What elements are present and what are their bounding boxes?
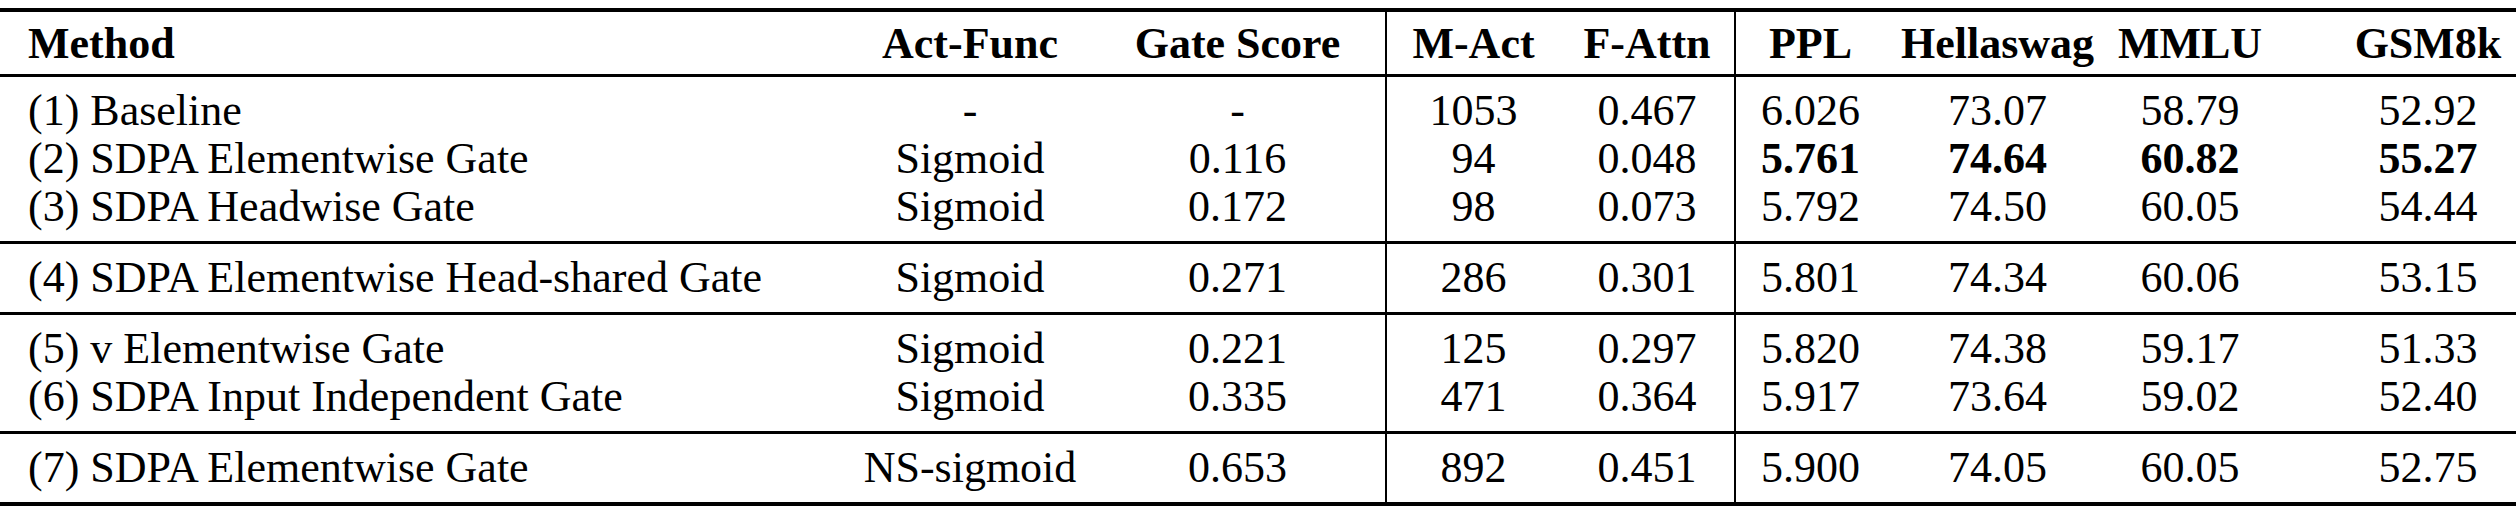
- cell-ppl: 5.761: [1735, 135, 1885, 183]
- cell-mmlu: 60.06: [2110, 243, 2270, 314]
- cell-hellaswag: 74.64: [1885, 135, 2110, 183]
- cell-gate-score: 0.271: [1090, 243, 1386, 314]
- cell-ppl: 6.026: [1735, 76, 1885, 136]
- cell-mmlu: 60.05: [2110, 433, 2270, 505]
- cell-ppl: 5.792: [1735, 183, 1885, 243]
- table-row: (2) SDPA Elementwise GateSigmoid0.116940…: [0, 135, 2516, 183]
- cell-act-func: -: [850, 76, 1090, 136]
- header-row: MethodAct-FuncGate ScoreM-ActF-AttnPPLHe…: [0, 10, 2516, 76]
- header-cell-act-func: Act-Func: [850, 10, 1090, 76]
- cell-f-attn: 0.073: [1560, 183, 1735, 243]
- header-cell-hellaswag: Hellaswag: [1885, 10, 2110, 76]
- cell-hellaswag: 73.64: [1885, 373, 2110, 433]
- cell-gate-score: 0.172: [1090, 183, 1386, 243]
- header-cell-mmlu: MMLU: [2110, 10, 2270, 76]
- header-cell-ppl: PPL: [1735, 10, 1885, 76]
- cell-f-attn: 0.467: [1560, 76, 1735, 136]
- cell-m-act: 892: [1386, 433, 1560, 505]
- cell-mmlu: 60.05: [2110, 183, 2270, 243]
- cell-hellaswag: 73.07: [1885, 76, 2110, 136]
- table-row: (6) SDPA Input Independent GateSigmoid0.…: [0, 373, 2516, 433]
- cell-gate-score: 0.116: [1090, 135, 1386, 183]
- table-row: (7) SDPA Elementwise GateNS-sigmoid0.653…: [0, 433, 2516, 505]
- cell-method: (3) SDPA Headwise Gate: [0, 183, 850, 243]
- table-body: (1) Baseline--10530.4676.02673.0758.7952…: [0, 76, 2516, 505]
- cell-gsm8k: 53.15: [2270, 243, 2516, 314]
- table-row: (5) v Elementwise GateSigmoid0.2211250.2…: [0, 314, 2516, 374]
- cell-f-attn: 0.048: [1560, 135, 1735, 183]
- cell-method: (7) SDPA Elementwise Gate: [0, 433, 850, 505]
- cell-m-act: 94: [1386, 135, 1560, 183]
- cell-mmlu: 59.02: [2110, 373, 2270, 433]
- cell-gsm8k: 55.27: [2270, 135, 2516, 183]
- cell-m-act: 1053: [1386, 76, 1560, 136]
- cell-gsm8k: 52.75: [2270, 433, 2516, 505]
- table-row: (4) SDPA Elementwise Head-shared GateSig…: [0, 243, 2516, 314]
- cell-gsm8k: 54.44: [2270, 183, 2516, 243]
- cell-hellaswag: 74.50: [1885, 183, 2110, 243]
- cell-m-act: 98: [1386, 183, 1560, 243]
- header-cell-f-attn: F-Attn: [1560, 10, 1735, 76]
- cell-f-attn: 0.451: [1560, 433, 1735, 505]
- header-cell-method: Method: [0, 10, 850, 76]
- header-cell-gsm8k: GSM8k: [2270, 10, 2516, 76]
- cell-f-attn: 0.297: [1560, 314, 1735, 374]
- results-table: MethodAct-FuncGate ScoreM-ActF-AttnPPLHe…: [0, 8, 2516, 506]
- cell-gate-score: 0.653: [1090, 433, 1386, 505]
- header-cell-gate-score: Gate Score: [1090, 10, 1386, 76]
- cell-act-func: Sigmoid: [850, 135, 1090, 183]
- cell-ppl: 5.917: [1735, 373, 1885, 433]
- paper-table-page: MethodAct-FuncGate ScoreM-ActF-AttnPPLHe…: [0, 0, 2516, 508]
- cell-m-act: 471: [1386, 373, 1560, 433]
- cell-act-func: Sigmoid: [850, 183, 1090, 243]
- cell-hellaswag: 74.05: [1885, 433, 2110, 505]
- cell-gsm8k: 52.92: [2270, 76, 2516, 136]
- cell-mmlu: 60.82: [2110, 135, 2270, 183]
- cell-method: (1) Baseline: [0, 76, 850, 136]
- cell-gsm8k: 52.40: [2270, 373, 2516, 433]
- cell-gate-score: -: [1090, 76, 1386, 136]
- header-cell-m-act: M-Act: [1386, 10, 1560, 76]
- cell-act-func: Sigmoid: [850, 373, 1090, 433]
- cell-hellaswag: 74.38: [1885, 314, 2110, 374]
- cell-f-attn: 0.364: [1560, 373, 1735, 433]
- table-row: (3) SDPA Headwise GateSigmoid0.172980.07…: [0, 183, 2516, 243]
- cell-hellaswag: 74.34: [1885, 243, 2110, 314]
- cell-mmlu: 59.17: [2110, 314, 2270, 374]
- cell-method: (2) SDPA Elementwise Gate: [0, 135, 850, 183]
- cell-act-func: Sigmoid: [850, 314, 1090, 374]
- cell-ppl: 5.801: [1735, 243, 1885, 314]
- cell-act-func: NS-sigmoid: [850, 433, 1090, 505]
- cell-gate-score: 0.335: [1090, 373, 1386, 433]
- cell-method: (6) SDPA Input Independent Gate: [0, 373, 850, 433]
- cell-f-attn: 0.301: [1560, 243, 1735, 314]
- cell-gsm8k: 51.33: [2270, 314, 2516, 374]
- cell-m-act: 286: [1386, 243, 1560, 314]
- cell-mmlu: 58.79: [2110, 76, 2270, 136]
- cell-gate-score: 0.221: [1090, 314, 1386, 374]
- table-row: (1) Baseline--10530.4676.02673.0758.7952…: [0, 76, 2516, 136]
- cell-method: (4) SDPA Elementwise Head-shared Gate: [0, 243, 850, 314]
- cell-ppl: 5.900: [1735, 433, 1885, 505]
- cell-method: (5) v Elementwise Gate: [0, 314, 850, 374]
- cell-act-func: Sigmoid: [850, 243, 1090, 314]
- cell-ppl: 5.820: [1735, 314, 1885, 374]
- cell-m-act: 125: [1386, 314, 1560, 374]
